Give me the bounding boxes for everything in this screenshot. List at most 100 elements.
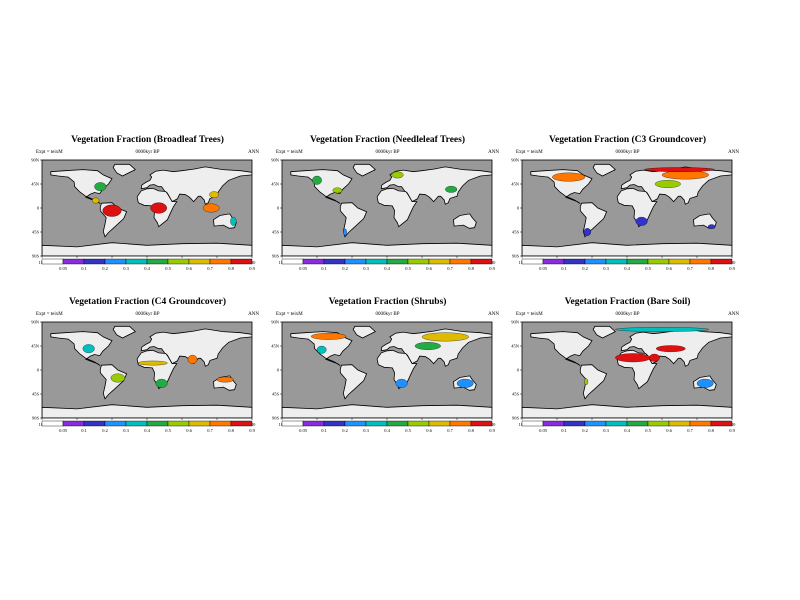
lat-tick-label: 0 <box>277 206 280 211</box>
colorbar-swatch <box>125 258 148 265</box>
lat-tick-label: 45S <box>32 392 40 397</box>
lat-tick-label: 90N <box>271 158 280 163</box>
lat-tick-label: 45S <box>272 392 280 397</box>
continent-samerica <box>339 364 368 400</box>
colorbar-label: 0.8 <box>468 428 474 433</box>
veg-patch-sahel <box>138 360 168 366</box>
continent-greenland <box>352 163 376 177</box>
continent-antarctica <box>522 404 732 418</box>
expt-label: Expt = teixM <box>36 312 63 317</box>
colorbar-label: 0.5 <box>645 266 651 271</box>
colorbar-label: 0.2 <box>342 428 348 433</box>
veg-patch-india <box>187 354 198 364</box>
colorbar-label: 0.3 <box>123 428 129 433</box>
colorbar-swatch <box>449 258 472 265</box>
colorbar-label: 0.05 <box>299 428 308 433</box>
lat-tick-label: 90S <box>272 416 280 421</box>
veg-patch-australia <box>456 378 474 388</box>
lat-tick-label: 0 <box>277 368 280 373</box>
colorbar-label: 0.4 <box>624 266 630 271</box>
expt-label: Expt = teixM <box>276 150 303 155</box>
veg-patch-southern-chile <box>343 228 347 236</box>
continent-samerica <box>339 202 368 238</box>
continent-africa <box>616 187 658 228</box>
continent-antarctica <box>42 242 252 256</box>
colorbar-label: 0.8 <box>228 428 234 433</box>
veg-patch-australia <box>696 378 714 388</box>
colorbar-swatch <box>209 258 232 265</box>
colorbar-swatch <box>428 420 451 427</box>
lon-tick-label: 180 <box>489 422 497 427</box>
continent-namerica <box>530 331 593 367</box>
lat-tick-label: 0 <box>517 368 520 373</box>
veg-patch-atacama <box>584 378 589 386</box>
chart-title: Vegetation Fraction (Needleleaf Trees) <box>309 135 466 145</box>
veg-patch-central-asia <box>414 342 441 350</box>
continent-greenland <box>592 163 616 177</box>
veg-patch-southern-africa <box>395 378 408 388</box>
colorbar-label: 0.8 <box>708 266 714 271</box>
colorbar-label: 0.05 <box>539 266 548 271</box>
colorbar-swatch <box>83 258 106 265</box>
colorbar: 0.05 0.1 0.2 0.3 0.4 0.5 0.6 0.7 0.8 0.9 <box>281 420 496 433</box>
map-plot: 90N45N045S90S180120W60W060E120E180 <box>271 320 497 428</box>
period-label: 0000kyr BP <box>615 312 640 317</box>
colorbar-label: 0.6 <box>426 266 432 271</box>
chart-title: Vegetation Fraction (C3 Groundcover) <box>549 135 706 145</box>
veg-patch-sahara <box>615 353 651 363</box>
colorbar-swatch <box>344 420 367 427</box>
colorbar-label: 0.5 <box>165 266 171 271</box>
colorbar-label: 0.4 <box>384 428 390 433</box>
chart-panel: Vegetation Fraction (C4 Groundcover) Expt… <box>30 297 265 447</box>
colorbar-swatch <box>386 258 409 265</box>
continent-namerica <box>50 331 113 367</box>
colorbar: 0.05 0.1 0.2 0.3 0.4 0.5 0.6 0.7 0.8 0.9 <box>41 258 256 271</box>
lat-tick-label: 90N <box>31 158 40 163</box>
continent-antarctica <box>42 404 252 418</box>
chart-panel: Vegetation Fraction (C3 Groundcover) Expt… <box>510 135 745 285</box>
colorbar-swatch <box>188 420 211 427</box>
chart-title: Vegetation Fraction (Broadleaf Trees) <box>71 135 224 145</box>
colorbar-swatch <box>584 258 607 265</box>
lon-tick-label: 180 <box>729 422 737 427</box>
veg-patch-southeast-china <box>209 191 219 199</box>
colorbar-swatch <box>626 258 649 265</box>
colorbar-swatch <box>302 420 325 427</box>
map-plot: 90N45N045S90S180120W60W060E120E180 <box>31 320 257 428</box>
colorbar-label: 0.4 <box>624 428 630 433</box>
map-plot: 90N45N045S90S180120W60W060E120E180 <box>511 320 737 428</box>
continent-samerica <box>99 364 128 400</box>
colorbar-swatch <box>167 420 190 427</box>
colorbar-swatch <box>542 420 565 427</box>
colorbar-label: 0.9 <box>489 266 495 271</box>
season-label: ANN <box>728 312 739 317</box>
chart-panel: Vegetation Fraction (Bare Soil) Expt = te… <box>510 297 745 447</box>
colorbar-swatch <box>146 258 169 265</box>
colorbar-swatch <box>41 420 64 427</box>
lat-tick-label: 90S <box>32 416 40 421</box>
colorbar-label: 0.8 <box>228 266 234 271</box>
veg-patch-central-asia <box>654 180 681 188</box>
lat-tick-label: 90S <box>512 416 520 421</box>
colorbar-swatch <box>146 420 169 427</box>
lon-tick-label: 180 <box>249 422 257 427</box>
colorbar-swatch <box>647 258 670 265</box>
colorbar-label: 0.9 <box>729 428 735 433</box>
colorbar-swatch <box>386 420 409 427</box>
lat-tick-label: 45N <box>271 344 280 349</box>
colorbar-label: 0.6 <box>666 428 672 433</box>
colorbar-label: 0.6 <box>426 428 432 433</box>
colorbar-label: 0.7 <box>447 266 453 271</box>
veg-patch-southern-africa <box>635 216 648 226</box>
veg-patch-siberia <box>421 332 469 342</box>
colorbar-swatch <box>710 258 733 265</box>
season-label: ANN <box>488 312 499 317</box>
chart-panel: Vegetation Fraction (Shrubs) Expt = teixM… <box>270 297 505 447</box>
lat-tick-label: 90S <box>512 254 520 259</box>
colorbar-swatch <box>605 420 628 427</box>
continent-antarctica <box>282 242 492 256</box>
colorbar-label: 0.1 <box>81 266 87 271</box>
season-label: ANN <box>488 150 499 155</box>
colorbar-label: 0.4 <box>384 266 390 271</box>
colorbar: 0.05 0.1 0.2 0.3 0.4 0.5 0.6 0.7 0.8 0.9 <box>281 258 496 271</box>
